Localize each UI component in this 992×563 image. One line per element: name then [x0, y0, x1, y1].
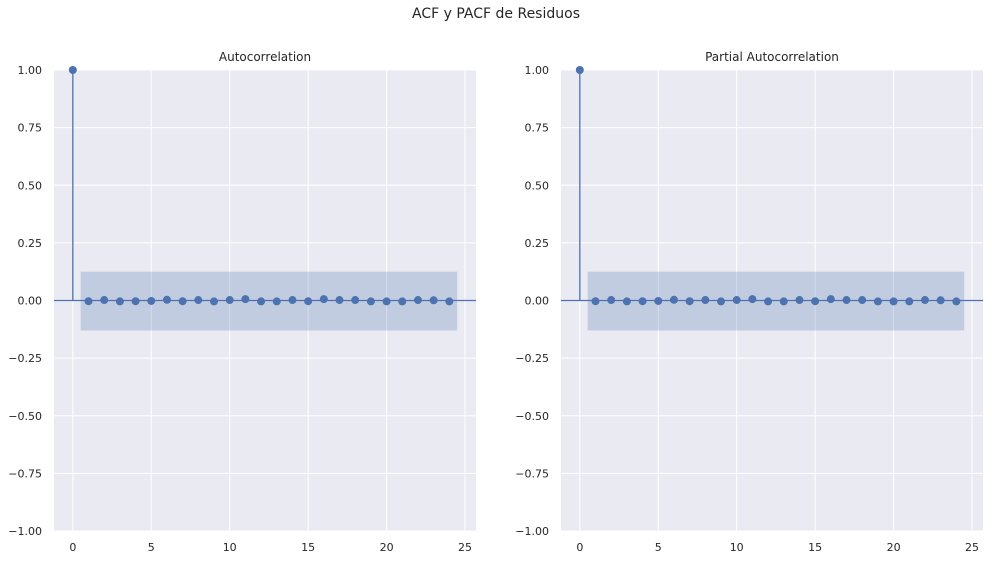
- data-point: [685, 297, 694, 306]
- chart-panel-1: −1.00 −0.75 −0.50 −0.25 0.00 0.25 0.50 0.75 1.00…: [8, 50, 476, 554]
- x-tick-label: 0: [69, 541, 76, 554]
- x-tick-label: 15: [301, 541, 315, 554]
- y-tick-label: −0.50: [8, 410, 42, 423]
- data-point: [811, 297, 820, 306]
- x-tick-label: 25: [458, 541, 472, 554]
- x-tick-label: 5: [148, 541, 155, 554]
- y-tick-label: 0.50: [18, 179, 43, 192]
- data-point: [210, 297, 219, 306]
- data-point: [272, 297, 281, 306]
- data-point: [669, 295, 678, 304]
- data-point: [429, 296, 438, 305]
- y-tick-label: 0.00: [18, 295, 43, 308]
- y-tick-label: 0.00: [525, 295, 550, 308]
- x-tick-label: 20: [380, 541, 394, 554]
- data-point: [257, 297, 266, 306]
- x-tick-label: 15: [808, 541, 822, 554]
- data-point: [194, 296, 203, 305]
- y-tick-label: −0.25: [515, 352, 549, 365]
- x-tick-label: 10: [730, 541, 744, 554]
- data-point: [826, 295, 835, 304]
- data-point: [304, 297, 313, 306]
- data-point: [288, 296, 297, 305]
- data-point: [638, 297, 647, 306]
- y-tick-label: −1.00: [8, 525, 42, 538]
- x-tick-label: 20: [887, 541, 901, 554]
- data-point: [575, 66, 584, 74]
- data-point: [319, 295, 328, 304]
- x-tick-label: 10: [223, 541, 237, 554]
- chart-panel-2: −1.00 −0.75 −0.50 −0.25 0.00 0.25 0.50 0.75 1.00…: [515, 50, 983, 554]
- y-tick-label: 0.25: [18, 237, 43, 250]
- data-point: [732, 296, 741, 305]
- y-tick-label: 0.25: [525, 237, 550, 250]
- y-tick-label: 0.50: [525, 179, 550, 192]
- x-tick-label: 25: [965, 541, 979, 554]
- data-point: [382, 297, 391, 306]
- data-point: [68, 66, 77, 74]
- y-tick-label: −1.00: [515, 525, 549, 538]
- data-point: [795, 296, 804, 305]
- data-point: [936, 296, 945, 305]
- data-point: [162, 295, 171, 304]
- data-point: [889, 297, 898, 306]
- data-point: [873, 297, 882, 306]
- y-tick-label: −0.25: [8, 352, 42, 365]
- panel-title: Autocorrelation: [219, 50, 311, 64]
- data-point: [654, 296, 663, 305]
- data-point: [858, 296, 867, 305]
- data-point: [717, 297, 726, 306]
- x-tick-label: 5: [655, 541, 662, 554]
- y-tick-label: −0.75: [515, 467, 549, 480]
- data-point: [335, 296, 344, 305]
- panel-title: Partial Autocorrelation: [705, 50, 839, 64]
- data-point: [445, 297, 454, 306]
- data-point: [701, 296, 710, 305]
- figure-title: ACF y PACF de Residuos: [412, 6, 580, 22]
- data-point: [622, 297, 631, 306]
- y-tick-label: 1.00: [18, 64, 43, 77]
- data-point: [607, 296, 616, 305]
- data-point: [100, 296, 109, 305]
- y-tick-label: 1.00: [525, 64, 550, 77]
- y-tick-label: 0.75: [525, 122, 550, 135]
- y-tick-label: 0.75: [18, 122, 43, 135]
- data-point: [131, 297, 140, 306]
- data-point: [779, 297, 788, 306]
- data-point: [842, 296, 851, 305]
- data-point: [952, 297, 961, 306]
- data-point: [351, 296, 360, 305]
- data-point: [366, 297, 375, 306]
- data-point: [748, 295, 757, 304]
- y-tick-label: −0.75: [8, 467, 42, 480]
- data-point: [147, 296, 156, 305]
- data-point: [413, 296, 422, 305]
- data-point: [905, 297, 914, 306]
- data-point: [591, 297, 600, 306]
- y-tick-label: −0.50: [515, 410, 549, 423]
- data-point: [241, 295, 250, 304]
- data-point: [920, 296, 929, 305]
- data-point: [398, 297, 407, 306]
- data-point: [84, 297, 93, 306]
- x-tick-label: 0: [576, 541, 583, 554]
- data-point: [764, 297, 773, 306]
- data-point: [115, 297, 124, 306]
- data-point: [178, 297, 187, 306]
- data-point: [225, 296, 234, 305]
